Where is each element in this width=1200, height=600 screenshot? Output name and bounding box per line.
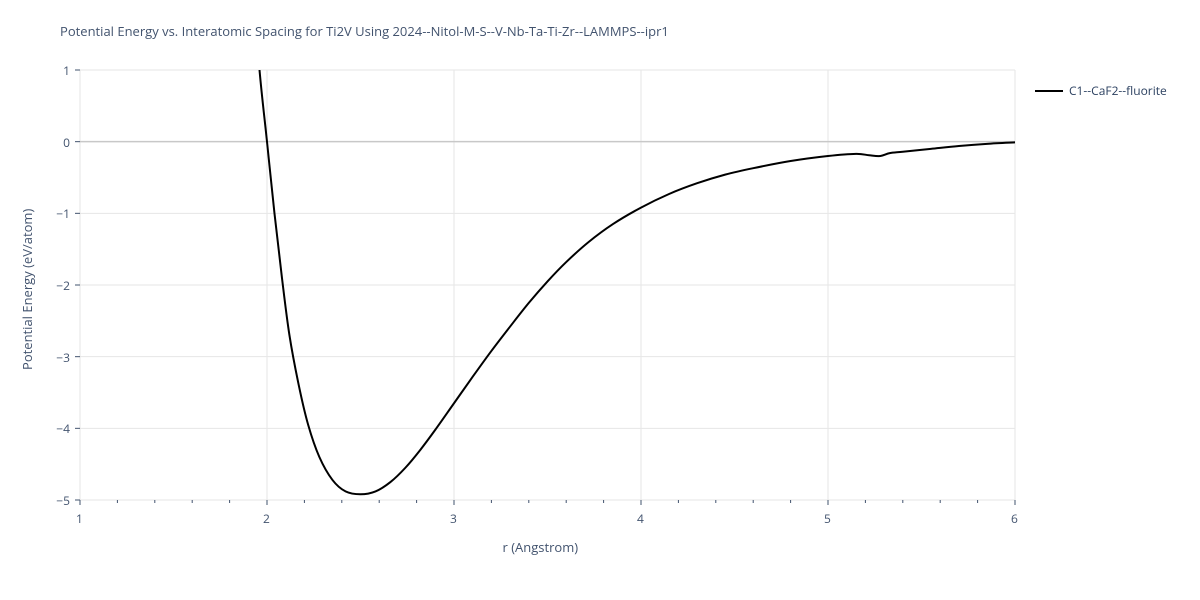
chart-container: { "chart": { "type": "line", "title": "P… [0, 0, 1200, 600]
plot-svg [0, 0, 1200, 600]
y-tick-label: −2 [56, 277, 70, 294]
legend-swatch [1035, 90, 1063, 92]
x-tick-label: 2 [263, 510, 270, 527]
y-tick-label: −3 [56, 349, 70, 366]
x-tick-label: 4 [637, 510, 644, 527]
x-tick-label: 6 [1011, 510, 1018, 527]
legend-label: C1--CaF2--fluorite [1069, 82, 1167, 99]
y-tick-label: −1 [56, 205, 70, 222]
x-tick-label: 3 [450, 510, 457, 527]
y-axis-label: Potential Energy (eV/atom) [18, 209, 36, 370]
y-tick-label: 0 [63, 134, 70, 151]
x-tick-label: 5 [824, 510, 831, 527]
legend[interactable]: C1--CaF2--fluorite [1035, 82, 1167, 99]
chart-title: Potential Energy vs. Interatomic Spacing… [60, 22, 669, 40]
y-tick-label: −5 [56, 492, 70, 509]
x-tick-label: 1 [76, 510, 83, 527]
x-axis-label: r (Angstrom) [503, 538, 579, 556]
series-line [248, 0, 1015, 494]
y-tick-label: −4 [56, 420, 70, 437]
y-tick-label: 1 [63, 62, 70, 79]
